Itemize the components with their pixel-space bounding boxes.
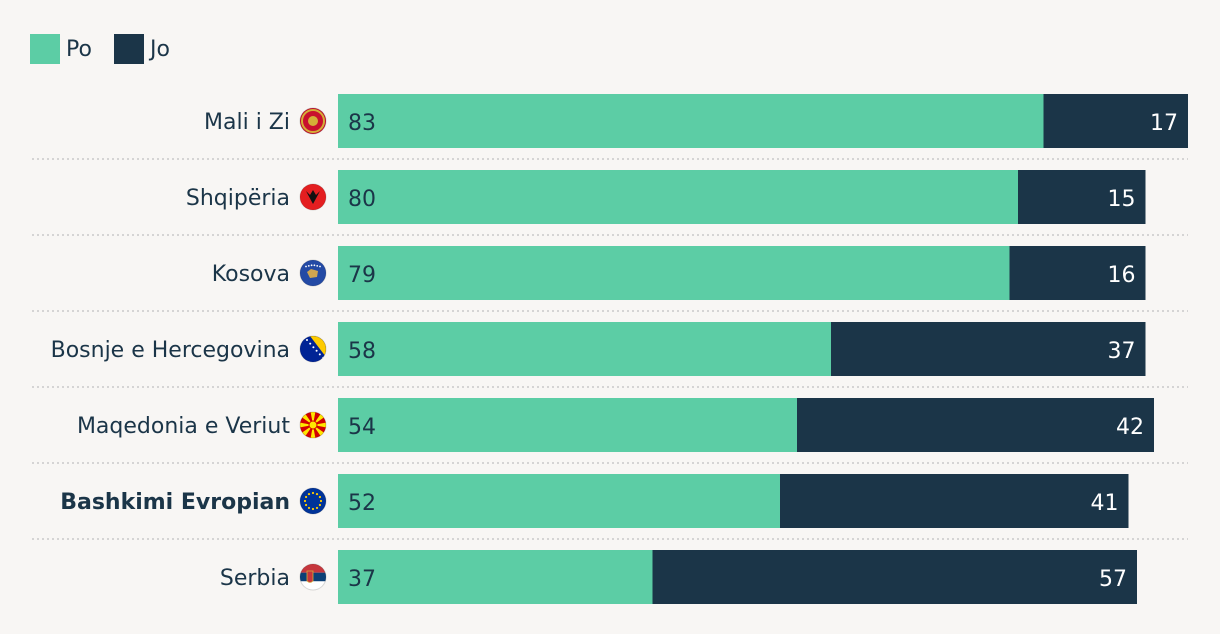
legend-label-po: Po [66, 36, 92, 62]
bar-jo [1009, 246, 1146, 300]
bar-po [338, 550, 653, 604]
bar-row: Shqipëria 80 15 [186, 170, 1146, 224]
data-label-jo: 17 [1150, 111, 1178, 136]
bar-jo [797, 398, 1154, 452]
bar-row: Kosova 79 16 [212, 246, 1146, 300]
category-label: Serbia [220, 566, 290, 591]
eu-flag-icon [299, 487, 327, 515]
north-macedonia-flag-icon [299, 411, 327, 439]
category-label: Bosnje e Hercegovina [51, 338, 290, 363]
legend-item-po: Po [30, 34, 92, 64]
bar-po [338, 474, 780, 528]
data-label-po: 83 [348, 111, 376, 136]
bar-po [338, 170, 1018, 224]
data-label-po: 79 [348, 263, 376, 288]
bar-row: Serbia 37 57 [220, 550, 1137, 604]
legend-swatch-po [30, 34, 60, 64]
bar-row: Maqedonia e Veriut 54 42 [77, 398, 1154, 452]
data-label-po: 52 [348, 491, 376, 516]
bar-po [338, 246, 1010, 300]
legend-item-jo: Jo [113, 34, 170, 64]
category-label: Kosova [212, 262, 290, 287]
bar-row: Bosnje e Hercegovina 58 37 [51, 322, 1146, 376]
category-label: Bashkimi Evropian [60, 490, 290, 515]
data-label-jo: 15 [1108, 187, 1136, 212]
data-label-jo: 57 [1099, 567, 1127, 592]
data-label-jo: 42 [1116, 415, 1144, 440]
kosovo-flag-icon [299, 259, 327, 287]
category-label: Maqedonia e Veriut [77, 414, 290, 439]
legend-label-jo: Jo [149, 36, 170, 62]
data-label-jo: 16 [1108, 263, 1136, 288]
bar-po [338, 94, 1044, 148]
data-label-po: 54 [348, 415, 376, 440]
bosnia-flag-icon [299, 335, 327, 363]
data-label-po: 80 [348, 187, 376, 212]
bar-jo [780, 474, 1129, 528]
category-label: Mali i Zi [204, 110, 290, 135]
bar-jo [831, 322, 1146, 376]
albania-flag-icon [299, 183, 327, 211]
bar-jo [1018, 170, 1146, 224]
category-label: Shqipëria [186, 186, 290, 211]
bar-po [338, 398, 797, 452]
montenegro-flag-icon [299, 107, 327, 135]
bar-row: Mali i Zi 83 17 [204, 94, 1188, 148]
data-label-po: 37 [348, 567, 376, 592]
data-label-jo: 41 [1091, 491, 1119, 516]
bar-po [338, 322, 831, 376]
data-label-po: 58 [348, 339, 376, 364]
serbia-flag-icon [299, 563, 327, 591]
legend-swatch-jo [113, 34, 144, 64]
bar-row: Bashkimi Evropian 52 41 [60, 474, 1129, 528]
legend: Po Jo [30, 34, 192, 64]
bar-jo [1043, 94, 1188, 148]
bar-jo [652, 550, 1137, 604]
data-label-jo: 37 [1108, 339, 1136, 364]
